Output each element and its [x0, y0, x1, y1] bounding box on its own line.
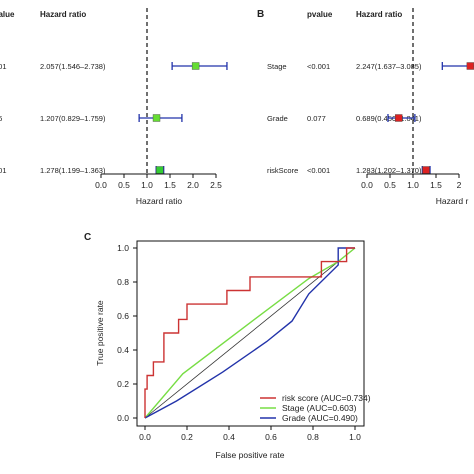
legend-label: Stage (AUC=0.603): [282, 403, 357, 413]
x-tick-label: 0.0: [361, 180, 373, 190]
y-tick-label: 0.6: [117, 311, 129, 321]
x-tick-label: 2: [457, 180, 462, 190]
hr-point: [394, 114, 403, 122]
y-axis-title: True positive rate: [95, 300, 105, 366]
row-label: riskScore: [267, 166, 298, 175]
x-tick-label: 0.5: [384, 180, 396, 190]
hr-point: [466, 62, 474, 70]
y-tick-label: 0.2: [117, 379, 129, 389]
x-tick-label: 0.0: [139, 432, 151, 442]
roc-curve-1: [144, 247, 356, 419]
legend-label: risk score (AUC=0.734): [282, 393, 371, 403]
x-tick-label: 2.0: [187, 180, 199, 190]
row-pvalue: 001: [0, 62, 7, 71]
x-tick-label: 0.6: [265, 432, 277, 442]
pvalue-header: value: [0, 10, 15, 19]
row-hr-text: 2.057(1.546–2.738): [40, 62, 106, 71]
pvalue-header: pvalue: [307, 10, 333, 19]
y-tick-label: 0.8: [117, 277, 129, 287]
row-hr-text: 1.207(0.829–1.759): [40, 114, 106, 123]
hr-point: [191, 62, 200, 70]
x-axis-title: False positive rate: [216, 450, 285, 460]
x-tick-label: 0.5: [118, 180, 130, 190]
y-tick-label: 0.0: [117, 413, 129, 423]
x-tick-label: 1.0: [141, 180, 153, 190]
x-tick-label: 1.0: [407, 180, 419, 190]
x-tick-label: 1.5: [164, 180, 176, 190]
x-axis-title: Hazard ratio: [136, 196, 183, 206]
x-tick-label: 1.0: [349, 432, 361, 442]
row-hr-text: 1.278(1.199–1.363): [40, 166, 106, 175]
panel-label: B: [257, 9, 264, 20]
y-tick-label: 0.4: [117, 345, 129, 355]
hr-point: [152, 114, 161, 122]
roc-curve-0: [144, 247, 355, 418]
roc-curve-2: [144, 247, 355, 419]
row-label: Grade: [267, 114, 288, 123]
x-tick-label: 0.4: [223, 432, 235, 442]
x-axis-title: Hazard r: [436, 196, 469, 206]
legend-label: Grade (AUC=0.490): [282, 413, 358, 423]
row-pvalue: 26: [0, 114, 2, 123]
x-tick-label: 0.8: [307, 432, 319, 442]
x-tick-label: 0.0: [95, 180, 107, 190]
hr-point: [156, 166, 164, 174]
x-tick-label: 2.5: [210, 180, 222, 190]
row-hr-text: 2.247(1.637–3.085): [356, 62, 422, 71]
panel-label: C: [84, 232, 91, 243]
row-pvalue: 0.077: [307, 114, 326, 123]
y-tick-label: 1.0: [117, 243, 129, 253]
row-label: Stage: [267, 62, 287, 71]
x-tick-label: 1.5: [430, 180, 442, 190]
hr-point: [422, 166, 430, 174]
plot-frame: [136, 240, 365, 427]
row-pvalue: 001: [0, 166, 7, 175]
hazard-header: Hazard ratio: [40, 10, 86, 19]
x-tick-label: 0.2: [181, 432, 193, 442]
hazard-header: Hazard ratio: [356, 10, 402, 19]
row-hr-text: 1.283(1.202–1.370): [356, 166, 422, 175]
row-pvalue: <0.001: [307, 62, 330, 71]
row-pvalue: <0.001: [307, 166, 330, 175]
